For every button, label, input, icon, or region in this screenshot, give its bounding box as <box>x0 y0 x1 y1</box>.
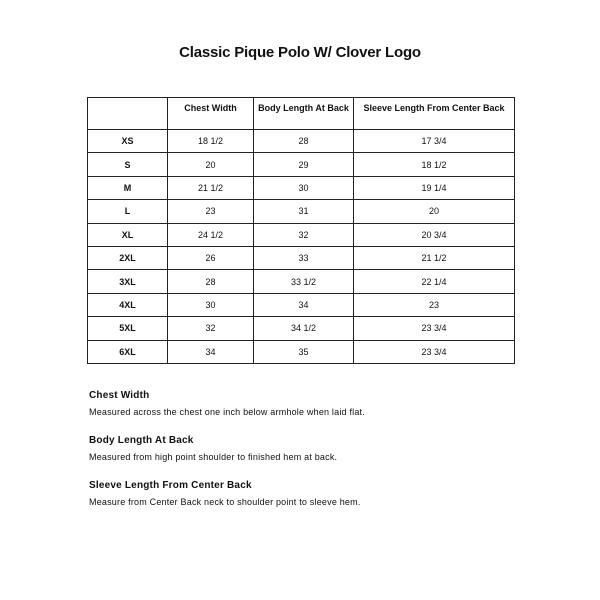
measurement-cell: 29 <box>253 152 354 177</box>
header-cell: Body Length At Back <box>253 97 354 130</box>
measurement-cell: 20 3/4 <box>353 222 515 247</box>
table-row: 2XL 26 33 21 1/2 <box>87 245 515 271</box>
note-heading: Body Length At Back <box>89 435 194 446</box>
measurement-cell: 24 1/2 <box>167 222 254 247</box>
header-cell: Chest Width <box>167 97 254 130</box>
table-row: XS 18 1/2 28 17 3/4 <box>87 128 515 154</box>
measurement-cell: 30 <box>167 292 254 318</box>
measurement-cell: 32 <box>167 316 254 341</box>
size-label-cell: 6XL <box>87 339 168 364</box>
note-heading: Sleeve Length From Center Back <box>89 480 252 491</box>
measurement-cell: 23 <box>167 199 254 224</box>
table-row: XL 24 1/2 32 20 3/4 <box>87 222 515 247</box>
measurement-notes: Chest Width Measured across the chest on… <box>89 390 529 525</box>
note-text: Measured across the chest one inch below… <box>89 407 365 417</box>
measurement-cell: 35 <box>253 339 354 364</box>
measurement-cell: 28 <box>167 269 254 294</box>
measurement-cell: 18 1/2 <box>353 152 515 177</box>
note-text: Measured from high point shoulder to fin… <box>89 452 338 462</box>
measurement-cell: 23 3/4 <box>353 316 515 341</box>
table-row: 6XL 34 35 23 3/4 <box>87 339 515 364</box>
measurement-cell: 18 1/2 <box>167 128 254 154</box>
measurement-cell: 20 <box>353 199 515 224</box>
measurement-cell: 34 <box>167 339 254 364</box>
header-cell <box>87 97 168 130</box>
table-row: M 21 1/2 30 19 1/4 <box>87 175 515 201</box>
size-label-cell: 5XL <box>87 316 168 341</box>
measurement-cell: 17 3/4 <box>353 128 515 154</box>
measurement-cell: 30 <box>253 175 354 201</box>
table-row: S 20 29 18 1/2 <box>87 152 515 177</box>
table-row: 3XL 28 33 1/2 22 1/4 <box>87 269 515 294</box>
measurement-cell: 34 1/2 <box>253 316 354 341</box>
measurement-cell: 22 1/4 <box>353 269 515 294</box>
table-header-row: Chest Width Body Length At Back Sleeve L… <box>87 97 515 130</box>
note-text: Measure from Center Back neck to shoulde… <box>89 497 361 507</box>
measurement-cell: 23 3/4 <box>353 339 515 364</box>
note-heading: Chest Width <box>89 390 150 401</box>
measurement-cell: 26 <box>167 245 254 271</box>
measurement-cell: 20 <box>167 152 254 177</box>
measurement-cell: 31 <box>253 199 354 224</box>
measurement-cell: 28 <box>253 128 354 154</box>
size-label-cell: M <box>87 175 168 201</box>
table-row: 5XL 32 34 1/2 23 3/4 <box>87 316 515 341</box>
size-label-cell: 3XL <box>87 269 168 294</box>
size-label-cell: S <box>87 152 168 177</box>
size-label-cell: 2XL <box>87 245 168 271</box>
measurement-cell: 33 <box>253 245 354 271</box>
size-chart-table: Chest Width Body Length At Back Sleeve L… <box>87 97 515 364</box>
header-cell: Sleeve Length From Center Back <box>353 97 515 130</box>
measurement-cell: 23 <box>353 292 515 318</box>
measurement-cell: 19 1/4 <box>353 175 515 201</box>
size-label-cell: 4XL <box>87 292 168 318</box>
measurement-cell: 21 1/2 <box>167 175 254 201</box>
measurement-cell: 32 <box>253 222 354 247</box>
size-label-cell: XL <box>87 222 168 247</box>
table-row: L 23 31 20 <box>87 199 515 224</box>
size-label-cell: XS <box>87 128 168 154</box>
size-label-cell: L <box>87 199 168 224</box>
page-title: Classic Pique Polo W/ Clover Logo <box>179 44 421 61</box>
note-chest-width: Chest Width Measured across the chest on… <box>89 390 529 417</box>
measurement-cell: 33 1/2 <box>253 269 354 294</box>
note-sleeve-length: Sleeve Length From Center Back Measure f… <box>89 480 529 507</box>
table-row: 4XL 30 34 23 <box>87 292 515 318</box>
note-body-length: Body Length At Back Measured from high p… <box>89 435 529 462</box>
measurement-cell: 34 <box>253 292 354 318</box>
measurement-cell: 21 1/2 <box>353 245 515 271</box>
